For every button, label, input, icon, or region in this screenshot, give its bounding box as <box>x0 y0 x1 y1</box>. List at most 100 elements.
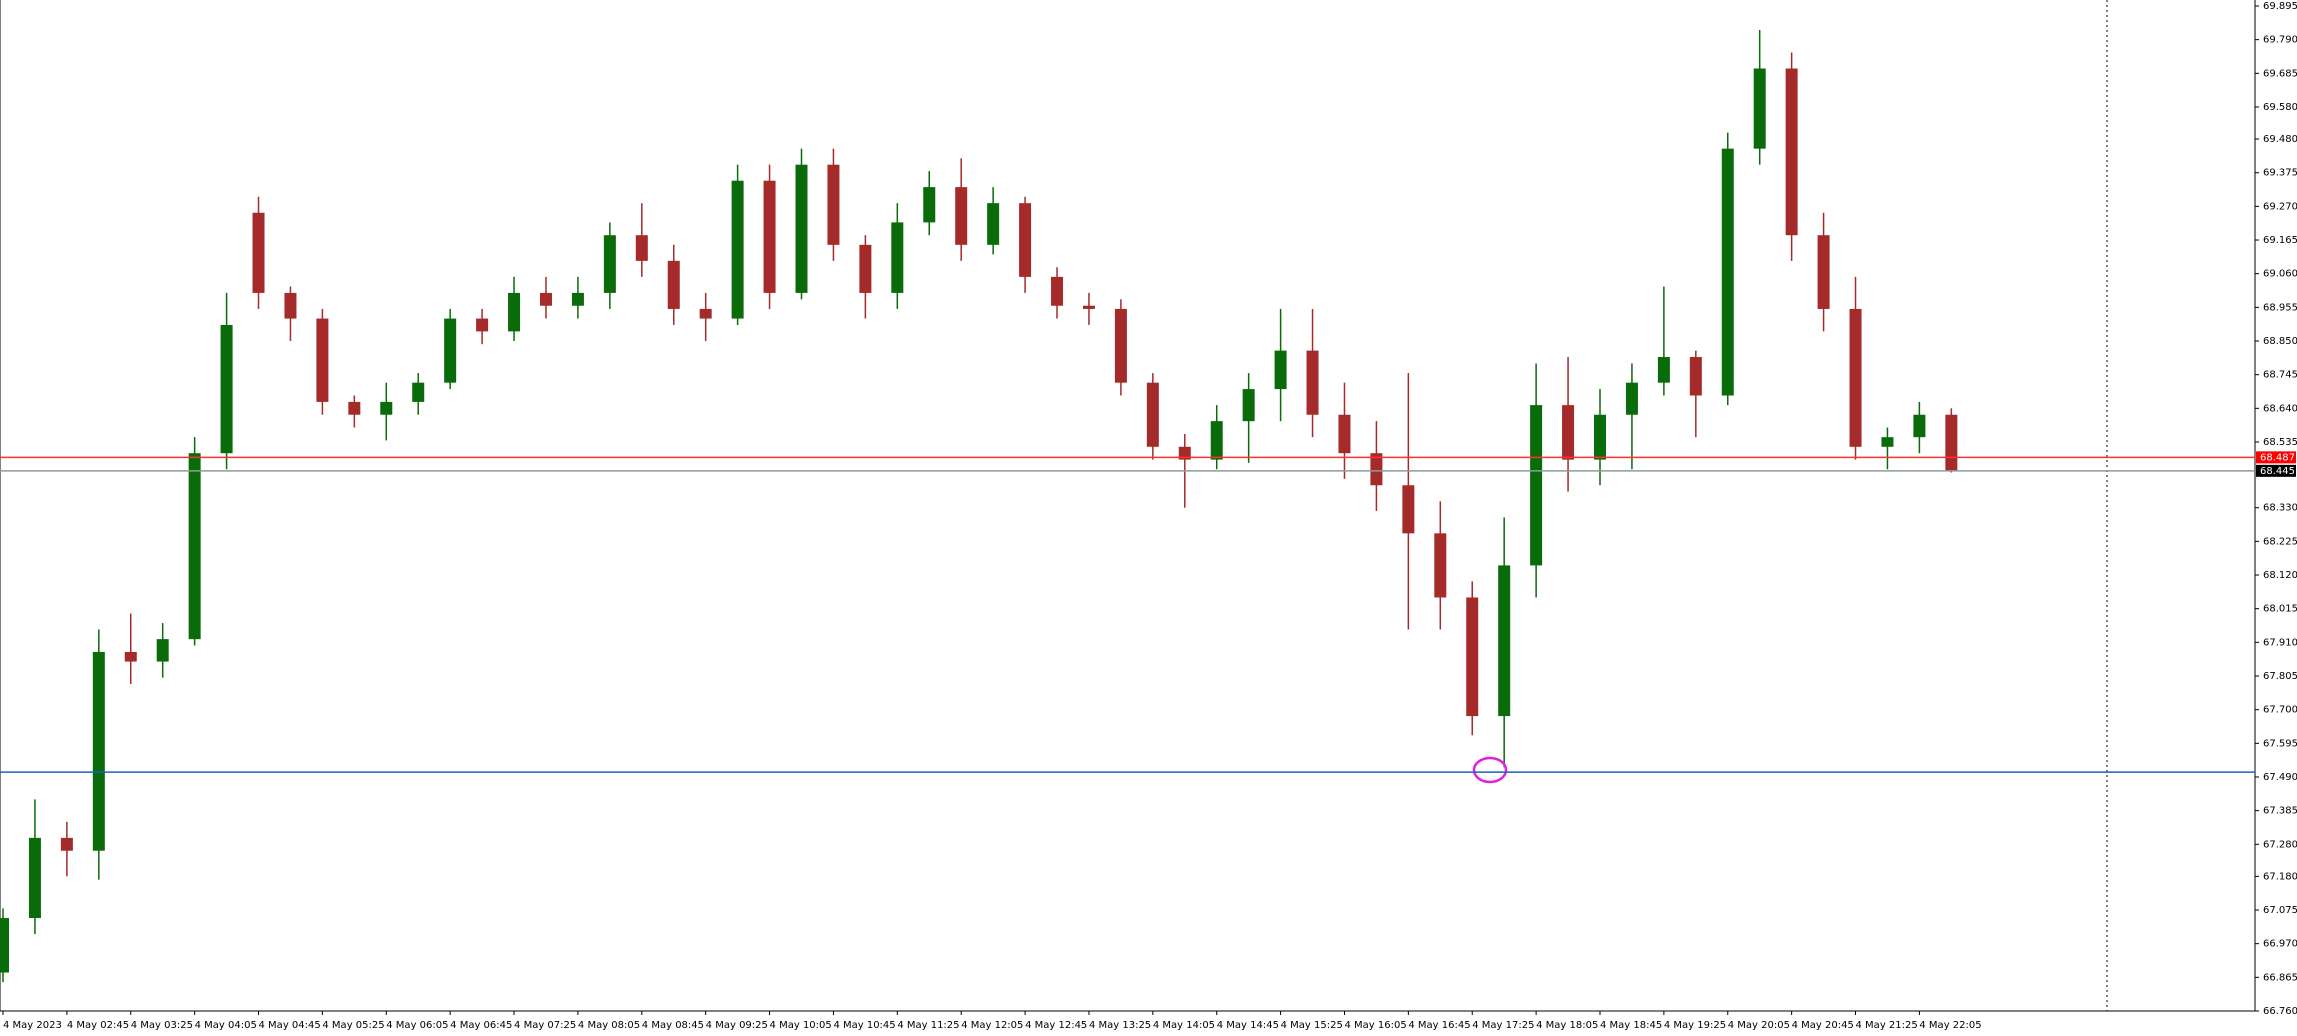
candle-body <box>60 837 73 851</box>
x-tick-label: 4 May 16:05 <box>1344 1020 1406 1031</box>
highlight-circle <box>1472 756 1508 784</box>
candle-body <box>571 292 584 306</box>
y-tick-label: 67.280 <box>2263 839 2297 850</box>
candle-body <box>508 292 521 332</box>
y-tick-label: 67.490 <box>2263 772 2297 783</box>
candle-body <box>1498 565 1511 717</box>
candle-body <box>891 222 904 293</box>
price-label: 68.487 <box>2260 452 2295 463</box>
y-tick-label: 69.580 <box>2263 102 2297 113</box>
candle-body <box>1051 276 1064 306</box>
x-tick-label: 4 May 11:25 <box>897 1020 959 1031</box>
x-tick-label: 4 May 13:25 <box>1089 1020 1151 1031</box>
y-tick-label: 68.745 <box>2263 370 2297 381</box>
x-tick-label: 4 May 08:05 <box>578 1020 640 1031</box>
candle-body <box>316 318 329 402</box>
x-tick-label: 4 May 10:05 <box>770 1020 832 1031</box>
y-tick-label: 68.640 <box>2263 403 2297 414</box>
candle-body <box>539 292 552 306</box>
x-tick-label: 4 May 14:45 <box>1217 1020 1279 1031</box>
candle-body <box>827 164 840 245</box>
x-tick-label: 4 May 04:45 <box>259 1020 321 1031</box>
candle-body <box>1370 453 1383 486</box>
y-tick-label: 69.790 <box>2263 35 2297 46</box>
candle-body <box>28 837 41 919</box>
candle-body <box>795 164 808 293</box>
y-tick-label: 68.535 <box>2263 437 2297 448</box>
x-tick-label: 4 May 15:25 <box>1281 1020 1343 1031</box>
x-tick-label: 4 May 05:25 <box>322 1020 384 1031</box>
x-tick-label: 4 May 16:45 <box>1408 1020 1470 1031</box>
candle-body <box>1689 357 1702 396</box>
candle-body <box>188 453 201 640</box>
y-tick-label: 66.760 <box>2263 1006 2297 1017</box>
candle-body <box>635 235 648 261</box>
y-tick-label: 69.685 <box>2263 68 2297 79</box>
x-tick-label: 4 May 08:45 <box>642 1020 704 1031</box>
x-tick-label: 4 May 09:25 <box>706 1020 768 1031</box>
candle-body <box>955 187 968 245</box>
candle-body <box>1913 414 1926 438</box>
y-tick-label: 67.910 <box>2263 637 2297 648</box>
candle-body <box>987 203 1000 245</box>
price-label: 68.445 <box>2260 466 2295 477</box>
x-tick-label: 4 May 22:05 <box>1919 1020 1981 1031</box>
x-tick-label: 4 May 20:05 <box>1728 1020 1790 1031</box>
candle-body <box>763 180 776 293</box>
y-tick-label: 69.480 <box>2263 134 2297 145</box>
candle-body <box>1082 305 1095 309</box>
candle-body <box>731 180 744 319</box>
y-tick-label: 69.060 <box>2263 269 2297 280</box>
candle-body <box>1242 389 1255 422</box>
y-tick-label: 67.385 <box>2263 806 2297 817</box>
x-tick-label: 4 May 12:05 <box>961 1020 1023 1031</box>
y-tick-label: 68.955 <box>2263 302 2297 313</box>
x-tick-label: 4 May 12:45 <box>1025 1020 1087 1031</box>
x-tick-label: 4 May 17:25 <box>1472 1020 1534 1031</box>
candle-body <box>380 401 393 415</box>
candle-body <box>156 639 169 662</box>
candle-body <box>1274 350 1287 390</box>
candle-body <box>1721 148 1734 396</box>
x-tick-label: 4 May 07:25 <box>514 1020 576 1031</box>
candle-body <box>1562 405 1575 460</box>
x-tick-label: 4 May 06:05 <box>386 1020 448 1031</box>
candle-body <box>1945 414 1958 471</box>
candle-body <box>412 382 425 402</box>
candle-body <box>1849 308 1862 447</box>
candle-body <box>603 235 616 293</box>
candle-body <box>1114 308 1127 383</box>
y-tick-label: 69.270 <box>2263 201 2297 212</box>
price-label-box <box>2256 451 2296 464</box>
y-tick-label: 67.805 <box>2263 671 2297 682</box>
candle-body <box>1338 414 1351 454</box>
x-tick-label: 4 May 10:45 <box>833 1020 895 1031</box>
candle-body <box>1402 485 1415 534</box>
y-tick-label: 67.180 <box>2263 871 2297 882</box>
candle-body <box>1466 597 1479 717</box>
y-tick-label: 68.015 <box>2263 604 2297 615</box>
x-tick-label: 4 May 20:45 <box>1792 1020 1854 1031</box>
y-tick-label: 68.225 <box>2263 536 2297 547</box>
candle-body <box>124 651 137 662</box>
y-tick-label: 68.120 <box>2263 570 2297 581</box>
candle-body <box>0 918 9 973</box>
candle-body <box>1753 68 1766 149</box>
x-tick-label: 4 May 02:45 <box>67 1020 129 1031</box>
candle-body <box>1210 421 1223 460</box>
y-tick-label: 68.330 <box>2263 503 2297 514</box>
x-tick-label: 4 May 19:25 <box>1664 1020 1726 1031</box>
candle-body <box>92 651 105 851</box>
y-tick-label: 69.375 <box>2263 168 2297 179</box>
candle-body <box>348 401 361 415</box>
x-tick-label: 4 May 06:45 <box>450 1020 512 1031</box>
candle-body <box>1306 350 1319 415</box>
candle-body <box>667 260 680 309</box>
y-tick-label: 67.595 <box>2263 738 2297 749</box>
candle-body <box>220 324 233 454</box>
x-tick-label: 4 May 03:25 <box>131 1020 193 1031</box>
candle-body <box>1625 382 1638 415</box>
candle-body <box>252 212 265 293</box>
